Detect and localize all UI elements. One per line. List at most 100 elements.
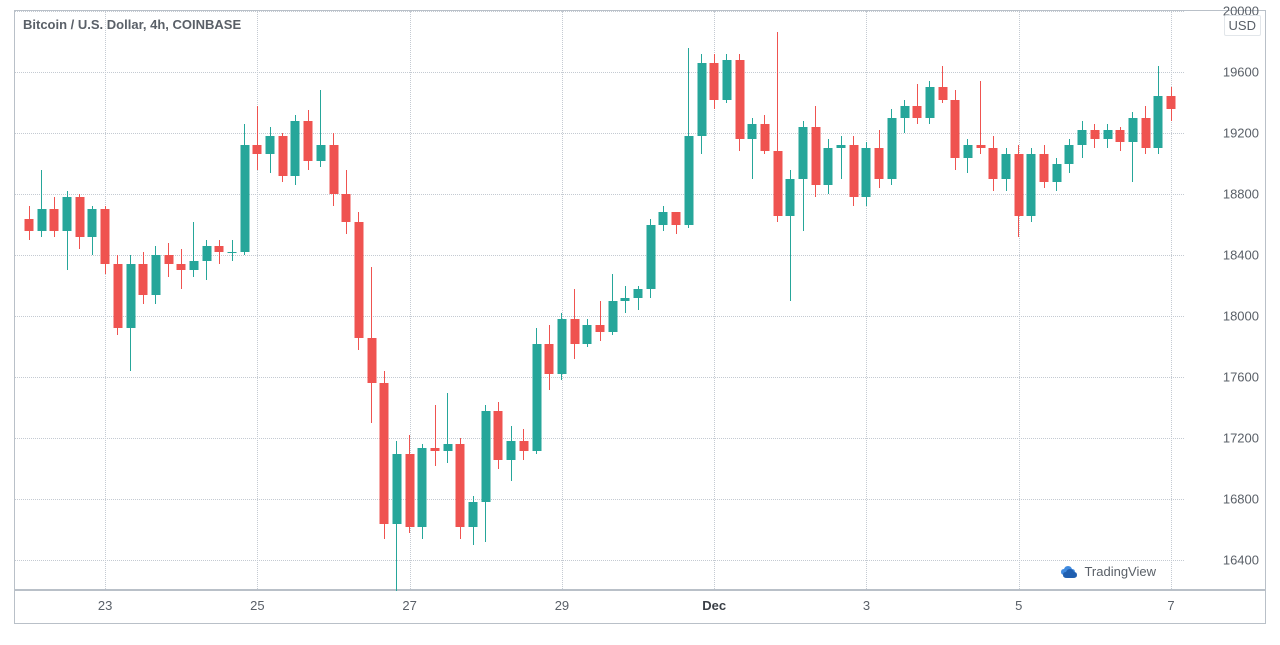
candle[interactable] — [405, 11, 414, 591]
candle[interactable] — [75, 11, 84, 591]
candle-body — [75, 197, 84, 237]
candle[interactable] — [634, 11, 643, 591]
candle[interactable] — [278, 11, 287, 591]
candle[interactable] — [37, 11, 46, 591]
candle[interactable] — [1167, 11, 1176, 591]
candle[interactable] — [608, 11, 617, 591]
candle[interactable] — [976, 11, 985, 591]
candle[interactable] — [481, 11, 490, 591]
candle[interactable] — [1002, 11, 1011, 591]
candle[interactable] — [443, 11, 452, 591]
candle[interactable] — [266, 11, 275, 591]
candle[interactable] — [697, 11, 706, 591]
candle[interactable] — [748, 11, 757, 591]
candle[interactable] — [1027, 11, 1036, 591]
candle[interactable] — [151, 11, 160, 591]
candle[interactable] — [646, 11, 655, 591]
candle[interactable] — [963, 11, 972, 591]
candle-body — [202, 246, 211, 261]
candle[interactable] — [354, 11, 363, 591]
candle[interactable] — [900, 11, 909, 591]
candle-body — [88, 209, 97, 236]
candle[interactable] — [1128, 11, 1137, 591]
candle[interactable] — [710, 11, 719, 591]
candle[interactable] — [215, 11, 224, 591]
candle[interactable] — [1116, 11, 1125, 591]
candle[interactable] — [202, 11, 211, 591]
candlestick-chart[interactable]: Bitcoin / U.S. Dollar, 4h, COINBASE Trad… — [14, 10, 1184, 590]
candle[interactable] — [1065, 11, 1074, 591]
candle-body — [710, 63, 719, 100]
candle[interactable] — [1040, 11, 1049, 591]
candle[interactable] — [570, 11, 579, 591]
candle[interactable] — [189, 11, 198, 591]
candle[interactable] — [380, 11, 389, 591]
candle[interactable] — [88, 11, 97, 591]
candle[interactable] — [887, 11, 896, 591]
candle[interactable] — [621, 11, 630, 591]
candle[interactable] — [837, 11, 846, 591]
candle[interactable] — [63, 11, 72, 591]
candle[interactable] — [811, 11, 820, 591]
x-axis[interactable]: 23252729Dec357 — [14, 590, 1266, 624]
candle[interactable] — [938, 11, 947, 591]
candle[interactable] — [925, 11, 934, 591]
candle[interactable] — [1090, 11, 1099, 591]
candle[interactable] — [316, 11, 325, 591]
candle[interactable] — [139, 11, 148, 591]
candle[interactable] — [824, 11, 833, 591]
candle[interactable] — [519, 11, 528, 591]
candle[interactable] — [1014, 11, 1023, 591]
candle[interactable] — [1052, 11, 1061, 591]
candle[interactable] — [1154, 11, 1163, 591]
candle[interactable] — [304, 11, 313, 591]
candle[interactable] — [1141, 11, 1150, 591]
candle[interactable] — [862, 11, 871, 591]
candle[interactable] — [456, 11, 465, 591]
candle[interactable] — [392, 11, 401, 591]
candle[interactable] — [786, 11, 795, 591]
candle[interactable] — [875, 11, 884, 591]
candle[interactable] — [342, 11, 351, 591]
candle[interactable] — [849, 11, 858, 591]
candle[interactable] — [494, 11, 503, 591]
candle[interactable] — [25, 11, 34, 591]
y-axis[interactable]: USD 200001960019200188001840018000176001… — [1184, 10, 1266, 590]
candle[interactable] — [418, 11, 427, 591]
candle[interactable] — [240, 11, 249, 591]
candle[interactable] — [583, 11, 592, 591]
candle[interactable] — [329, 11, 338, 591]
candle[interactable] — [1078, 11, 1087, 591]
candle[interactable] — [532, 11, 541, 591]
candle[interactable] — [760, 11, 769, 591]
candle[interactable] — [557, 11, 566, 591]
candle-body — [63, 197, 72, 231]
candle[interactable] — [913, 11, 922, 591]
candle[interactable] — [545, 11, 554, 591]
candle[interactable] — [431, 11, 440, 591]
candle[interactable] — [672, 11, 681, 591]
candle[interactable] — [951, 11, 960, 591]
candle[interactable] — [101, 11, 110, 591]
candle[interactable] — [50, 11, 59, 591]
candle[interactable] — [469, 11, 478, 591]
candle[interactable] — [126, 11, 135, 591]
candle[interactable] — [799, 11, 808, 591]
candle[interactable] — [596, 11, 605, 591]
candle[interactable] — [367, 11, 376, 591]
candle[interactable] — [722, 11, 731, 591]
candle[interactable] — [1103, 11, 1112, 591]
candle[interactable] — [989, 11, 998, 591]
candle[interactable] — [253, 11, 262, 591]
candle[interactable] — [773, 11, 782, 591]
candle[interactable] — [735, 11, 744, 591]
candle-body — [659, 212, 668, 224]
candle[interactable] — [684, 11, 693, 591]
candle[interactable] — [113, 11, 122, 591]
candle[interactable] — [164, 11, 173, 591]
candle[interactable] — [659, 11, 668, 591]
candle[interactable] — [507, 11, 516, 591]
candle[interactable] — [291, 11, 300, 591]
candle[interactable] — [228, 11, 237, 591]
candle[interactable] — [177, 11, 186, 591]
